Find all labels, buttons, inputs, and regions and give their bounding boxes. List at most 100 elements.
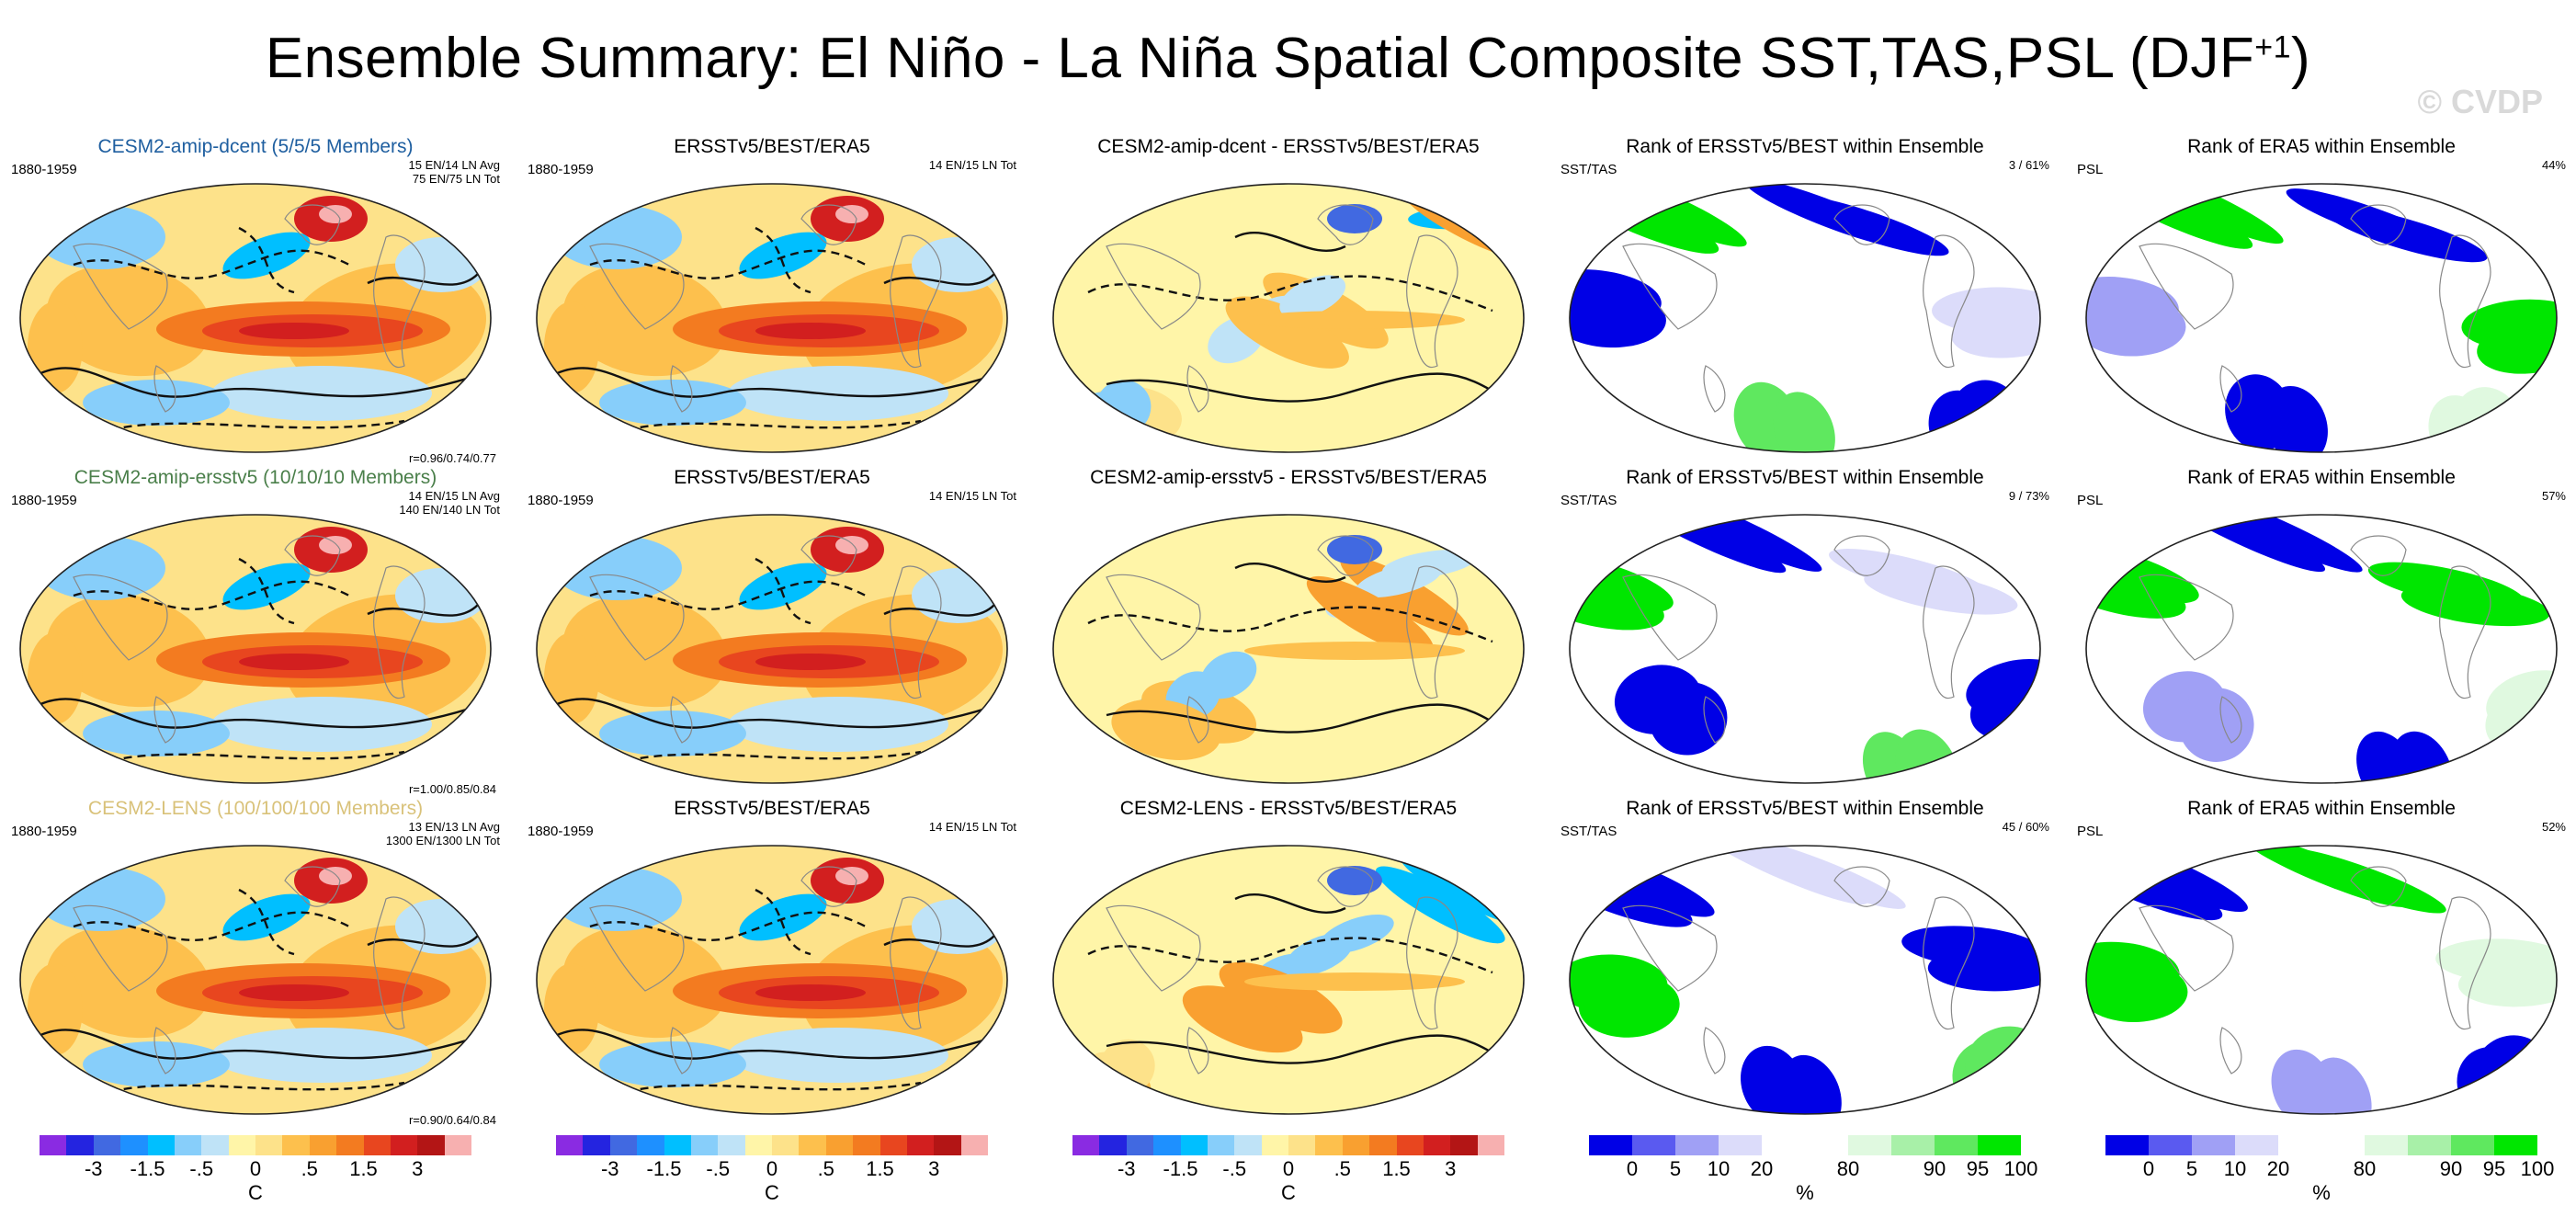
colorbar-tick-label: 100 <box>2520 1157 2555 1180</box>
colorbar-3: -3 -1.5 -.5 0 .5 1.5 3 C <box>1072 1135 1504 1204</box>
colorbar-ticks: -3 -1.5 -.5 0 .5 1.5 3 <box>40 1155 471 1181</box>
colorbar-tick-label: 80 <box>2353 1157 2377 1180</box>
colorbar-tick-label: 95 <box>1966 1157 1990 1180</box>
colorbar-tick-label: .5 <box>301 1157 318 1180</box>
colorbar-tick-label: .5 <box>817 1157 834 1180</box>
colorbar-swatch <box>772 1135 800 1155</box>
colorbar-swatch <box>444 1135 471 1155</box>
panel-label-left: 1880-1959 <box>11 493 77 508</box>
colorbar-swatch <box>1848 1135 1891 1155</box>
colorbar-tick-label: 0 <box>766 1157 778 1180</box>
map-area <box>1568 844 2042 1116</box>
composite-map <box>19 514 492 784</box>
colorbar-tick-label: 95 <box>2482 1157 2506 1180</box>
panel-r3-c4: Rank of ERSSTv5/BEST within Ensemble SST/… <box>1557 798 2053 1129</box>
panel-title: CESM2-LENS (100/100/100 Members) <box>87 798 424 819</box>
panel-r3-c1: CESM2-LENS (100/100/100 Members) 1880-195… <box>7 798 504 1129</box>
colorbar-swatch <box>2494 1135 2537 1155</box>
colorbar-swatch <box>1315 1135 1343 1155</box>
panel-label-left: 1880-1959 <box>528 162 594 177</box>
panel-label-right: 52% <box>2541 820 2566 834</box>
panel-title: Rank of ERA5 within Ensemble <box>2187 467 2456 488</box>
colorbar-4: 0 5 10 20 80 90 95 100% <box>1589 1135 2037 1204</box>
colorbar-swatch <box>1805 1135 1848 1155</box>
panel-r1-c4: Rank of ERSSTv5/BEST within Ensemble SST/… <box>1557 136 2053 467</box>
colorbar-swatch <box>174 1135 202 1155</box>
colorbar-tick-label: .5 <box>1333 1157 1351 1180</box>
colorbar-swatch <box>1719 1135 1762 1155</box>
panel-correlation: r=1.00/0.85/0.84 <box>408 782 496 796</box>
colorbar-tick-label: 0 <box>249 1157 262 1180</box>
map-area <box>2084 182 2559 454</box>
panel-label-right: 14 EN/15 LN Tot <box>928 820 1016 834</box>
colorbar-unit: C <box>248 1181 263 1204</box>
colorbar-swatch <box>1891 1135 1935 1155</box>
colorbar-tick-label: 80 <box>1836 1157 1860 1180</box>
colorbar-swatch <box>1099 1135 1127 1155</box>
colorbar-2: -3 -1.5 -.5 0 .5 1.5 3 C <box>556 1135 988 1204</box>
panel-r2-c4: Rank of ERSSTv5/BEST within Ensemble SST/… <box>1557 467 2053 798</box>
colorbar-ticks: 0 5 10 20 80 90 95 100 <box>1589 1155 2037 1181</box>
colorbar-swatch <box>744 1135 772 1155</box>
colorbar-swatch <box>228 1135 255 1155</box>
colorbar-swatch <box>147 1135 175 1155</box>
colorbar-swatch <box>1935 1135 1978 1155</box>
colorbar-swatch <box>120 1135 148 1155</box>
colorbar-swatch <box>2235 1135 2278 1155</box>
composite-map <box>536 845 1008 1115</box>
panel-title: ERSSTv5/BEST/ERA5 <box>674 798 870 819</box>
colorbar-swatch <box>583 1135 610 1155</box>
composite-map <box>1052 514 1525 784</box>
colorbar-tick-label: 20 <box>1750 1157 1774 1180</box>
panel-title: Rank of ERA5 within Ensemble <box>2187 136 2456 157</box>
composite-map <box>19 183 492 453</box>
panel-title: ERSSTv5/BEST/ERA5 <box>674 136 870 157</box>
colorbar-tick-label: 1.5 <box>349 1157 378 1180</box>
colorbar-swatch <box>390 1135 418 1155</box>
map-area <box>18 513 493 785</box>
panel-r3-c5: Rank of ERA5 within Ensemble PSL 52% <box>2073 798 2570 1129</box>
colorbar-swatch <box>1261 1135 1288 1155</box>
panel-label-right: 14 EN/15 LN Avg 140 EN/140 LN Tot <box>399 489 500 517</box>
colorbar-swatch <box>1342 1135 1370 1155</box>
colorbar-swatch <box>66 1135 94 1155</box>
colorbar-swatch <box>1396 1135 1424 1155</box>
panel-label-left: 1880-1959 <box>11 824 77 839</box>
colorbar-tick-label: 90 <box>2439 1157 2463 1180</box>
colorbar-tick-label: -1.5 <box>1163 1157 1198 1180</box>
colorbar-swatch <box>1369 1135 1397 1155</box>
colorbar-swatch <box>1153 1135 1181 1155</box>
colorbar-swatch <box>255 1135 283 1155</box>
colorbar-tick-label: 3 <box>928 1157 940 1180</box>
colorbar-swatch <box>417 1135 445 1155</box>
colorbar-swatch <box>556 1135 584 1155</box>
map-area <box>2084 844 2559 1116</box>
colorbar-swatch <box>201 1135 229 1155</box>
colorbar-tick-label: 90 <box>1923 1157 1946 1180</box>
panel-label-right: 13 EN/13 LN Avg 1300 EN/1300 LN Tot <box>385 820 500 847</box>
map-area <box>2084 513 2559 785</box>
colorbar-tick-label: -.5 <box>706 1157 731 1180</box>
colorbar-tick-label: -.5 <box>189 1157 214 1180</box>
colorbar-swatch <box>825 1135 854 1155</box>
colorbar-tick-label: -1.5 <box>646 1157 682 1180</box>
panel-r1-c2: ERSSTv5/BEST/ERA5 1880-1959 14 EN/15 LN To… <box>524 136 1020 467</box>
composite-map <box>19 845 492 1115</box>
panel-r2-c2: ERSSTv5/BEST/ERA5 1880-1959 14 EN/15 LN To… <box>524 467 1020 798</box>
panel-title: Rank of ERSSTv5/BEST within Ensemble <box>1626 136 1984 157</box>
colorbar-swatch <box>690 1135 719 1155</box>
colorbar-tick-label: -3 <box>84 1157 103 1180</box>
rank-map <box>2085 183 2558 453</box>
colorbar-swatch <box>2365 1135 2408 1155</box>
composite-map <box>1052 845 1525 1115</box>
colorbar-swatches <box>1072 1135 1504 1155</box>
colorbar-tick-label: 10 <box>2223 1157 2247 1180</box>
colorbar-swatch <box>934 1135 961 1155</box>
composite-map <box>536 514 1008 784</box>
panel-r2-c1: CESM2-amip-ersstv5 (10/10/10 Members) 188… <box>7 467 504 798</box>
map-area <box>535 513 1009 785</box>
panel-title: CESM2-LENS - ERSSTv5/BEST/ERA5 <box>1119 798 1458 819</box>
panel-title: ERSSTv5/BEST/ERA5 <box>674 467 870 488</box>
rank-map <box>2085 845 2558 1115</box>
colorbar-swatch <box>2105 1135 2149 1155</box>
